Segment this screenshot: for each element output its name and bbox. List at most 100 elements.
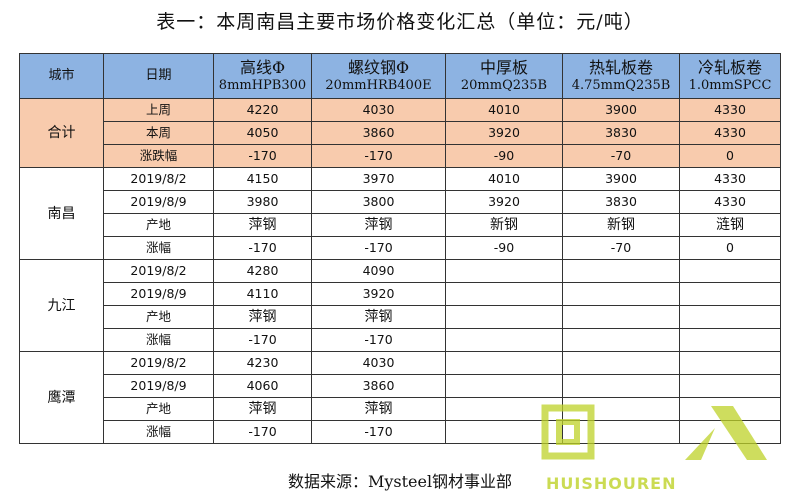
price-cell <box>562 282 680 306</box>
table-row: 南昌 2019/8/2 4150 3970 4010 3900 4330 <box>19 167 781 260</box>
summary-row: 合计 上周 4220 4030 4010 3900 4330 <box>19 98 781 168</box>
price-cell: -170 <box>213 236 312 260</box>
row-label: 2019/8/9 <box>103 282 214 306</box>
table-row: 九江 2019/8/2 4280 4090 <box>19 259 781 352</box>
table-row: 鹰潭 2019/8/2 4230 4030 <box>19 351 781 444</box>
price-cell <box>562 351 680 375</box>
summary-label: 合计 <box>19 98 104 168</box>
price-cell: 4280 <box>213 259 312 283</box>
price-cell <box>445 328 563 352</box>
data-source: 数据来源：Mysteel钢材事业部 <box>287 472 513 491</box>
row-label: 2019/8/2 <box>103 259 214 283</box>
product-spec: 4.75mmQ235B <box>571 78 671 93</box>
table-row: 产地 萍钢 萍钢 新钢 新钢 涟钢 <box>20 213 781 237</box>
price-cell <box>679 374 781 398</box>
price-cell: -170 <box>311 328 446 352</box>
price-cell <box>562 259 680 283</box>
price-cell <box>562 374 680 398</box>
price-cell: -70 <box>562 236 680 260</box>
product-name: 中厚板 <box>479 58 528 77</box>
price-cell: 4330 <box>679 121 781 145</box>
price-cell <box>562 305 680 329</box>
row-label: 涨幅 <box>103 328 214 352</box>
row-label: 产地 <box>103 213 214 237</box>
header-product: 高线Φ 8mmHPB300 <box>213 53 312 99</box>
row-label: 涨幅 <box>103 236 214 260</box>
price-cell: 4090 <box>311 259 446 283</box>
price-cell: 3800 <box>311 190 446 214</box>
table-row: 2019/8/9 4110 3920 <box>20 282 781 306</box>
summary-row: 本周 4050 3860 3920 3830 4330 <box>20 121 781 145</box>
table-header-row: 城市 日期 高线Φ 8mmHPB300 螺纹钢Φ 20mmHRB400E 中厚板 20… <box>19 53 781 99</box>
price-cell: 4330 <box>679 167 781 191</box>
table-row: 2019/8/9 4060 3860 <box>20 374 781 398</box>
product-spec: 1.0mmSPCC <box>688 78 772 93</box>
price-table: 城市 日期 高线Φ 8mmHPB300 螺纹钢Φ 20mmHRB400E 中厚板 20… <box>19 53 781 444</box>
price-cell: 涟钢 <box>679 213 781 237</box>
price-cell: 萍钢 <box>213 305 312 329</box>
header-product: 冷轧板卷 1.0mmSPCC <box>679 53 781 99</box>
price-cell: 3860 <box>311 121 446 145</box>
price-cell <box>562 328 680 352</box>
price-cell: 萍钢 <box>311 213 446 237</box>
price-cell <box>679 259 781 283</box>
price-cell: -170 <box>311 236 446 260</box>
price-cell: 3920 <box>445 121 563 145</box>
watermark-subtext: HUISHOUREN <box>546 474 677 493</box>
row-label: 2019/8/2 <box>103 351 214 375</box>
header-product: 螺纹钢Φ 20mmHRB400E <box>311 53 446 99</box>
price-cell <box>679 282 781 306</box>
price-cell: -170 <box>213 328 312 352</box>
price-cell: -90 <box>445 236 563 260</box>
table-row: 2019/8/9 3980 3800 3920 3830 4330 <box>20 190 781 214</box>
price-cell <box>445 351 563 375</box>
price-cell: -170 <box>311 144 446 168</box>
price-cell <box>679 351 781 375</box>
row-label: 2019/8/9 <box>103 190 214 214</box>
page-title: 表一：本周南昌主要市场价格变化汇总（单位：元/吨） <box>156 11 644 33</box>
price-cell: 3830 <box>562 190 680 214</box>
price-cell: 4230 <box>213 351 312 375</box>
price-cell: 3920 <box>445 190 563 214</box>
city-name: 九江 <box>19 259 104 352</box>
price-cell: 0 <box>679 144 781 168</box>
price-cell: -170 <box>213 420 312 444</box>
header-date: 日期 <box>103 53 214 99</box>
price-cell: 3970 <box>311 167 446 191</box>
row-label: 产地 <box>103 305 214 329</box>
row-label: 本周 <box>103 121 214 145</box>
header-product: 中厚板 20mmQ235B <box>445 53 563 99</box>
product-spec: 8mmHPB300 <box>218 78 307 93</box>
price-cell: 4060 <box>213 374 312 398</box>
header-product: 热轧板卷 4.75mmQ235B <box>562 53 680 99</box>
price-cell: 4010 <box>445 98 563 122</box>
header-city: 城市 <box>19 53 104 99</box>
row-label: 涨跌幅 <box>103 144 214 168</box>
price-cell: -70 <box>562 144 680 168</box>
summary-row: 涨跌幅 -170 -170 -90 -70 0 <box>20 144 781 168</box>
price-cell: 萍钢 <box>213 213 312 237</box>
price-cell: 4110 <box>213 282 312 306</box>
price-cell: 3860 <box>311 374 446 398</box>
table-row: 产地 萍钢 萍钢 <box>20 305 781 329</box>
city-name: 南昌 <box>19 167 104 260</box>
price-cell: 萍钢 <box>213 397 312 421</box>
row-label: 上周 <box>103 98 214 122</box>
price-cell: 新钢 <box>562 213 680 237</box>
price-cell <box>445 305 563 329</box>
table-body: 合计 上周 4220 4030 4010 3900 4330 本周 4050 3860 3920 38… <box>19 98 781 444</box>
product-name: 热轧板卷 <box>588 58 653 77</box>
row-label: 产地 <box>103 397 214 421</box>
row-label: 涨幅 <box>103 420 214 444</box>
price-cell: 萍钢 <box>311 397 446 421</box>
price-cell: 3920 <box>311 282 446 306</box>
row-label: 2019/8/2 <box>103 167 214 191</box>
product-name: 螺纹钢Φ <box>347 58 410 77</box>
price-cell: 4030 <box>311 351 446 375</box>
watermark-logo <box>541 404 767 460</box>
product-spec: 20mmHRB400E <box>325 78 432 93</box>
city-name: 鹰潭 <box>19 351 104 444</box>
price-cell <box>679 305 781 329</box>
price-cell: 新钢 <box>445 213 563 237</box>
price-cell: 3900 <box>562 167 680 191</box>
